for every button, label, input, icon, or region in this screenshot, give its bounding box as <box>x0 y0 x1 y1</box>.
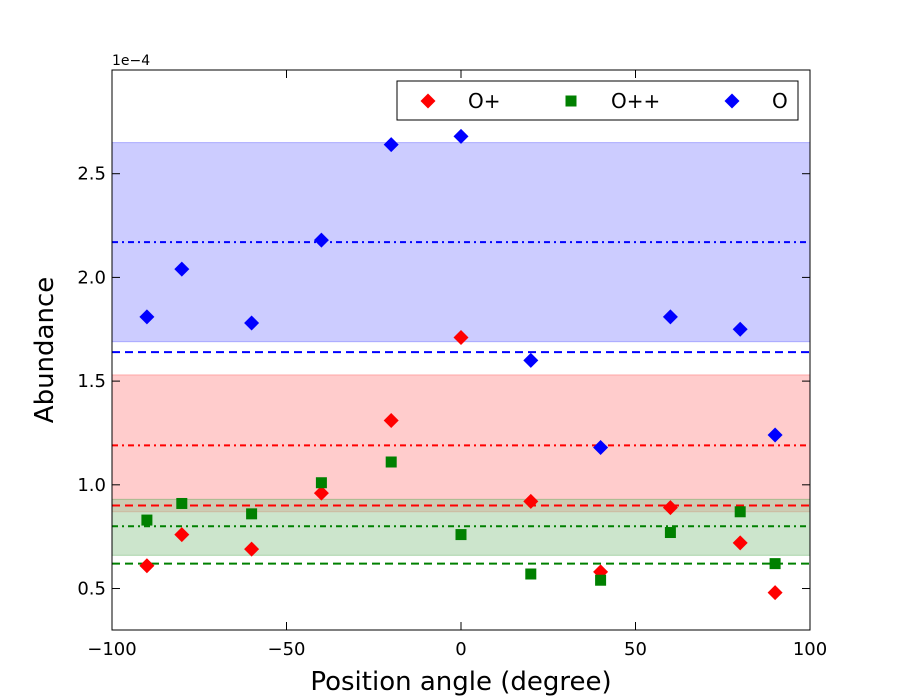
legend-marker-0 <box>420 93 436 109</box>
y-offset-text: 1e−4 <box>112 53 150 69</box>
point-s2-5 <box>453 128 469 144</box>
point-s0-3 <box>313 485 329 501</box>
point-s2-4 <box>383 137 399 153</box>
point-s0-9 <box>732 535 748 551</box>
legend-label-1: O++ <box>611 89 660 113</box>
y-tick-label: 0.5 <box>77 579 106 600</box>
point-s1-0 <box>141 514 153 526</box>
point-s2-6 <box>523 352 539 368</box>
point-s0-2 <box>244 541 260 557</box>
legend-label-0: O+ <box>468 89 501 113</box>
x-axis-title: Position angle (degree) <box>310 667 611 697</box>
point-s2-2 <box>244 315 260 331</box>
y-tick-label: 2.5 <box>77 164 106 185</box>
point-s2-0 <box>139 309 155 325</box>
point-s0-4 <box>383 413 399 429</box>
point-s1-1 <box>176 497 188 509</box>
point-s0-0 <box>139 558 155 574</box>
y-tick-label: 2.0 <box>77 267 106 288</box>
point-s1-5 <box>455 529 467 541</box>
legend-marker-2 <box>724 93 740 109</box>
horizontal-lines <box>112 241 810 565</box>
point-s1-10 <box>769 558 781 570</box>
x-tick-label: −50 <box>268 639 306 660</box>
x-tick-label: 100 <box>793 639 827 660</box>
point-s1-3 <box>315 477 327 489</box>
y-tick-label: 1.5 <box>77 371 106 392</box>
point-s1-9 <box>734 506 746 518</box>
legend-label-2: O <box>772 89 788 113</box>
legend-marker-1 <box>565 95 577 107</box>
y-tick-label: 1.0 <box>77 475 106 496</box>
shaded-bands <box>111 142 811 556</box>
band-1 <box>111 498 811 556</box>
point-s1-8 <box>664 527 676 539</box>
point-s0-1 <box>174 527 190 543</box>
legend: O+ O++ O <box>396 80 799 121</box>
point-s2-8 <box>662 309 678 325</box>
x-tick-label: −100 <box>87 639 136 660</box>
point-s0-8 <box>662 500 678 516</box>
point-s1-7 <box>595 574 607 586</box>
point-s0-10 <box>767 585 783 601</box>
point-s2-9 <box>732 321 748 337</box>
point-s0-5 <box>453 330 469 346</box>
point-s1-4 <box>385 456 397 468</box>
point-s2-1 <box>174 261 190 277</box>
band-0 <box>111 374 811 513</box>
x-tick-label: 50 <box>624 639 647 660</box>
point-s2-10 <box>767 427 783 443</box>
point-s1-6 <box>525 568 537 580</box>
y-axis-title: Abundance <box>30 277 60 423</box>
point-s1-2 <box>246 508 258 520</box>
x-tick-label: 0 <box>455 639 466 660</box>
point-s0-6 <box>523 493 539 509</box>
axis-ticks: −100 −50 0 50 100 0.5 1.0 1.5 2.0 2.5 <box>77 70 827 660</box>
data-points <box>139 128 783 601</box>
point-s2-3 <box>313 232 329 248</box>
point-s2-7 <box>593 439 609 455</box>
